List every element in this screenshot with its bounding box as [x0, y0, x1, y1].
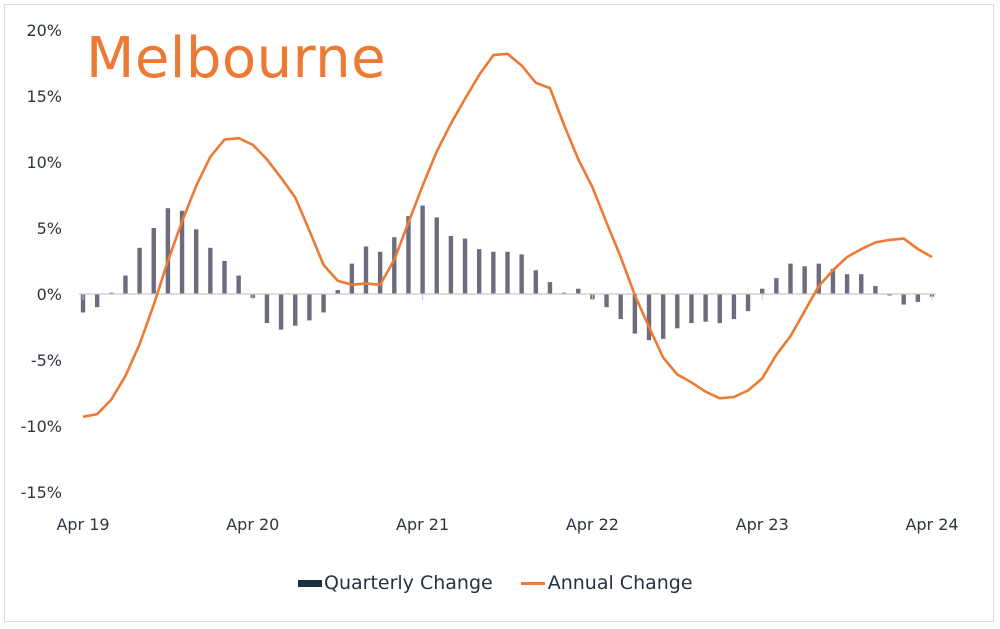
y-tick-label: 20%	[26, 21, 62, 40]
quarterly-swatch-icon	[298, 579, 322, 587]
quarterly-bar	[448, 235, 454, 294]
quarterly-bar	[816, 263, 821, 294]
quarterly-bar	[94, 294, 100, 308]
quarterly-bar	[307, 294, 312, 321]
quarterly-bar	[222, 261, 227, 294]
quarterly-bar	[660, 294, 666, 339]
legend: Quarterly Change Annual Change	[298, 572, 693, 594]
quarterly-bar	[194, 229, 199, 294]
quarterly-change-bars	[80, 205, 935, 341]
quarterly-bar	[745, 294, 751, 312]
y-tick-label: 10%	[26, 153, 62, 172]
quarterly-bar	[519, 254, 524, 294]
annual-change-line	[82, 52, 933, 419]
quarterly-bar	[264, 294, 270, 324]
chart-frame	[4, 4, 994, 622]
quarterly-bar	[604, 294, 609, 308]
quarterly-bar	[434, 217, 439, 294]
quarterly-bar	[873, 286, 878, 294]
quarterly-bar	[491, 251, 496, 294]
quarterly-bar	[335, 290, 340, 294]
y-tick-label: 15%	[26, 87, 62, 106]
quarterly-bar	[80, 294, 86, 313]
quarterly-bar	[731, 294, 737, 320]
quarterly-bar	[859, 274, 864, 294]
quarterly-bar	[689, 294, 694, 324]
legend-item-annual: Annual Change	[520, 572, 693, 594]
quarterly-bar	[293, 294, 298, 326]
x-tick-label: Apr 23	[736, 515, 789, 534]
quarterly-bar	[760, 288, 765, 294]
quarterly-bar	[576, 288, 581, 294]
quarterly-bar	[675, 294, 680, 329]
quarterly-bar	[278, 294, 284, 330]
quarterly-bar	[802, 266, 807, 294]
legend-label-quarterly: Quarterly Change	[324, 572, 493, 594]
quarterly-bar	[349, 263, 355, 294]
quarterly-bar	[788, 263, 793, 294]
quarterly-bar	[774, 278, 779, 294]
chart-title: Melbourne	[86, 26, 387, 91]
quarterly-bar	[377, 251, 383, 294]
quarterly-bar	[392, 237, 397, 294]
quarterly-bar	[208, 247, 213, 294]
y-tick-label: -10%	[21, 417, 62, 436]
quarterly-bar	[137, 247, 142, 294]
y-tick-label: 5%	[37, 219, 62, 238]
quarterly-bar	[646, 294, 652, 341]
quarterly-bar	[321, 294, 326, 313]
quarterly-bar	[844, 274, 850, 294]
quarterly-bar	[887, 294, 892, 296]
quarterly-bar	[420, 205, 425, 294]
quarterly-bar	[406, 216, 411, 294]
quarterly-bar	[632, 294, 638, 334]
x-axis: Apr 19 Apr 20 Apr 21 Apr 22 Apr 23 Apr 24	[56, 294, 959, 534]
y-axis: 20% 15% 10% 5% 0% -5% -10% -15%	[21, 21, 62, 502]
legend-label-annual: Annual Change	[547, 572, 693, 594]
quarterly-bar	[618, 294, 623, 320]
quarterly-bar	[533, 270, 538, 294]
quarterly-bar	[703, 294, 708, 322]
quarterly-bar	[123, 275, 128, 294]
quarterly-bar	[915, 294, 921, 302]
quarterly-bar	[717, 294, 722, 324]
x-tick-label: Apr 21	[396, 515, 449, 534]
quarterly-bar	[830, 268, 836, 294]
x-tick-label: Apr 24	[905, 515, 958, 534]
x-tick-label: Apr 19	[56, 515, 109, 534]
annual-swatch-icon	[520, 581, 545, 585]
quarterly-bar	[462, 238, 468, 294]
quarterly-bar	[165, 208, 171, 294]
quarterly-bar	[151, 228, 156, 294]
y-tick-label: -15%	[21, 483, 62, 502]
quarterly-bar	[547, 282, 553, 294]
quarterly-bar	[236, 275, 241, 294]
quarterly-bar	[477, 249, 482, 294]
x-tick-label: Apr 20	[226, 515, 279, 534]
y-tick-label: 0%	[37, 285, 62, 304]
x-tick-label: Apr 22	[566, 515, 619, 534]
quarterly-bar	[363, 246, 369, 294]
quarterly-bar	[179, 210, 185, 294]
legend-item-quarterly: Quarterly Change	[298, 572, 493, 594]
quarterly-bar	[505, 251, 510, 294]
quarterly-bar	[901, 294, 906, 305]
y-tick-label: -5%	[31, 351, 62, 370]
